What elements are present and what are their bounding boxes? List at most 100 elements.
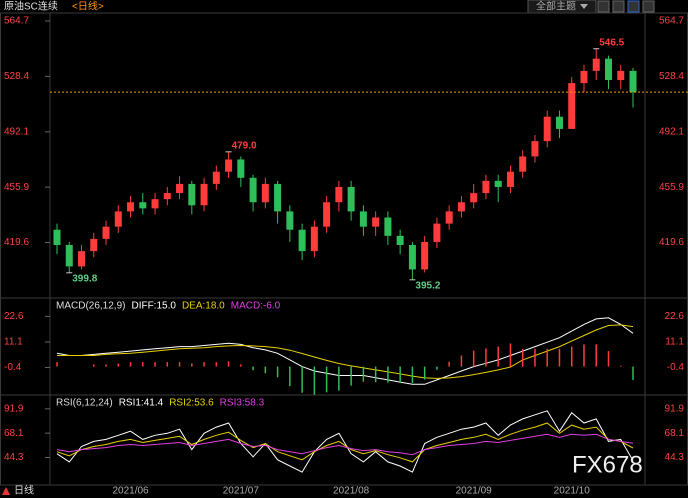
candle-body xyxy=(482,180,490,194)
y-tick-label: 22.6 xyxy=(665,311,685,322)
candle-body xyxy=(323,202,331,227)
indicator-line xyxy=(56,433,634,456)
candle-body xyxy=(102,226,110,239)
y-tick-label: 564.7 xyxy=(659,16,684,27)
y-tick-label: 528.4 xyxy=(4,71,29,82)
candle-body xyxy=(298,229,306,252)
watermark: FX678 xyxy=(572,451,643,478)
y-tick-label: -0.4 xyxy=(4,362,22,373)
period-label: <日线> xyxy=(72,0,104,13)
candle-body xyxy=(90,238,98,252)
annotation-label: 395.2 xyxy=(415,280,440,291)
candle-body xyxy=(249,177,257,203)
y-tick-label: 528.4 xyxy=(659,71,684,82)
indicator-line xyxy=(57,324,634,379)
x-tick-label: 2021/07 xyxy=(223,486,260,497)
candle-body xyxy=(163,193,171,200)
candle-body xyxy=(629,70,637,93)
candle-body xyxy=(457,202,465,212)
legend-entry: RSI3:58.3 xyxy=(220,398,265,409)
y-tick-label: 44.3 xyxy=(4,452,24,463)
legend-entry: DIFF:15.0 xyxy=(131,301,176,312)
candle-body xyxy=(114,211,122,227)
candle-body xyxy=(617,70,625,81)
y-tick-label: 11.1 xyxy=(665,337,684,348)
candle-body xyxy=(127,202,135,212)
candle-body xyxy=(237,159,245,178)
y-tick-label: 68.1 xyxy=(665,428,685,439)
indicator-line xyxy=(56,317,634,385)
candle-body xyxy=(188,183,196,206)
candle-body xyxy=(580,70,588,84)
period-arrow[interactable] xyxy=(2,487,10,495)
legend-entry: RSI2:53.6 xyxy=(169,398,214,409)
candle-body xyxy=(506,171,514,187)
legend-entry: DEA:18.0 xyxy=(182,301,225,312)
tool-icon[interactable] xyxy=(627,0,640,13)
candle-body xyxy=(421,241,429,270)
candle-body xyxy=(335,186,343,203)
tool-icon[interactable] xyxy=(642,0,655,13)
candle-body xyxy=(65,245,73,267)
legend-entry: MACD:-6.0 xyxy=(231,301,281,312)
candle-body xyxy=(286,211,294,230)
theme-button-label: 全部主题 xyxy=(536,0,576,13)
x-tick-label: 2021/09 xyxy=(456,486,493,497)
legend-entry: RSI1:41.4 xyxy=(119,398,164,409)
candle-body xyxy=(604,58,612,81)
dropdown-icon[interactable] xyxy=(580,4,588,9)
candle-body xyxy=(151,199,159,209)
y-tick-label: 91.9 xyxy=(4,403,24,414)
candle-body xyxy=(494,180,502,187)
legend-title: RSI(6,12,24) xyxy=(56,398,113,409)
candle-body xyxy=(384,217,392,236)
y-tick-label: 419.6 xyxy=(4,237,29,248)
y-tick-label: 44.3 xyxy=(665,452,685,463)
candle-body xyxy=(347,186,355,212)
candle-body xyxy=(139,202,147,209)
y-tick-label: 455.9 xyxy=(659,182,684,193)
candle-body xyxy=(592,58,600,71)
candle-body xyxy=(78,251,86,267)
candle-body xyxy=(555,116,563,129)
legend-title: MACD(26,12,9) xyxy=(56,301,125,312)
candle-body xyxy=(445,211,453,224)
candle-body xyxy=(176,183,184,194)
y-tick-label: 68.1 xyxy=(4,428,24,439)
candle-body xyxy=(274,183,282,212)
candle-body xyxy=(531,141,539,157)
y-tick-label: 22.6 xyxy=(4,311,24,322)
y-tick-label: 564.7 xyxy=(4,16,29,27)
y-tick-label: 455.9 xyxy=(4,182,29,193)
indicator-line xyxy=(56,410,634,473)
candle-body xyxy=(225,159,233,172)
y-tick-label: 11.1 xyxy=(4,337,23,348)
candle-body xyxy=(200,183,208,206)
x-tick-label: 2021/06 xyxy=(112,486,149,497)
annotation-label: 399.8 xyxy=(72,273,97,284)
tool-icon[interactable] xyxy=(612,0,625,13)
y-tick-label: 492.1 xyxy=(4,126,29,137)
annotation-label: 479.0 xyxy=(232,140,257,151)
candle-body xyxy=(310,226,318,252)
y-tick-label: 419.6 xyxy=(659,237,684,248)
candle-body xyxy=(433,223,441,242)
indicator-line xyxy=(56,422,634,463)
y-tick-label: 91.9 xyxy=(665,403,685,414)
tool-icon[interactable] xyxy=(597,0,610,13)
candle-body xyxy=(568,83,576,129)
candle-body xyxy=(519,156,527,172)
candle-body xyxy=(396,235,404,246)
candle-body xyxy=(470,193,478,203)
candle-body xyxy=(261,183,269,203)
candle-body xyxy=(212,171,220,184)
candle-body xyxy=(359,211,367,227)
annotation-label: 546.5 xyxy=(599,37,624,48)
instrument-title: 原油SC连续 xyxy=(4,0,58,13)
x-tick-label: 2021/10 xyxy=(554,486,591,497)
candle-body xyxy=(543,116,551,142)
footer-period: 日线 xyxy=(14,484,34,497)
y-tick-label: -0.4 xyxy=(667,362,685,373)
